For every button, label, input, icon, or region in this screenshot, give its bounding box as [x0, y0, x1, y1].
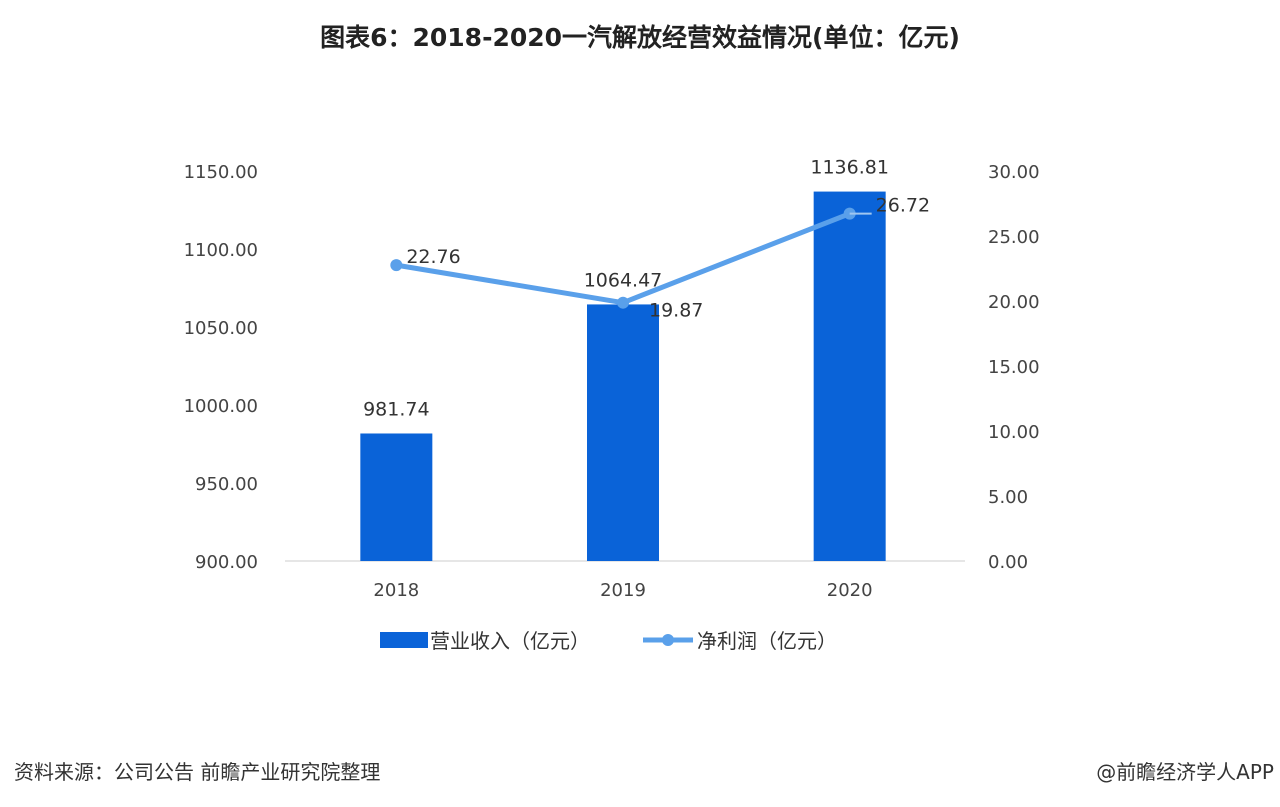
- credit: @前瞻经济学人APP: [1096, 760, 1274, 784]
- right-axis-tick: 25.00: [988, 227, 1040, 248]
- left-axis-tick: 1150.00: [184, 162, 258, 183]
- profit-label: 19.87: [649, 300, 703, 322]
- right-axis-tick: 30.00: [988, 162, 1040, 183]
- right-axis-tick: 20.00: [988, 292, 1040, 313]
- profit-point: [390, 259, 403, 272]
- revenue-bar: [360, 433, 433, 561]
- x-axis-tick: 2020: [827, 580, 873, 601]
- legend-profit: 净利润（亿元）: [697, 629, 837, 653]
- revenue-bar: [813, 191, 886, 561]
- right-axis-tick: 5.00: [988, 487, 1028, 508]
- left-axis-tick: 1100.00: [184, 240, 258, 261]
- x-axis-tick: 2018: [373, 580, 419, 601]
- right-axis-tick: 10.00: [988, 422, 1040, 443]
- revenue-label: 1136.81: [810, 157, 889, 179]
- revenue-label: 981.74: [363, 398, 429, 420]
- profit-label: 22.76: [406, 246, 460, 268]
- right-axis-tick: 15.00: [988, 357, 1040, 378]
- legend-revenue: 营业收入（亿元）: [430, 629, 590, 653]
- left-axis-tick: 900.00: [195, 552, 258, 573]
- profit-point: [617, 296, 629, 309]
- revenue-label: 1064.47: [584, 269, 663, 291]
- revenue-bar: [587, 304, 659, 561]
- chart-title: 图表6：2018-2020一汽解放经营效益情况(单位：亿元): [320, 23, 960, 52]
- x-axis-tick: 2019: [600, 580, 646, 601]
- legend-line-marker: [662, 634, 674, 646]
- left-axis-tick: 1000.00: [184, 396, 258, 417]
- left-axis-tick: 1050.00: [184, 318, 258, 339]
- left-axis-tick: 950.00: [195, 474, 258, 495]
- legend-bar-swatch: [380, 632, 428, 648]
- source-note: 资料来源：公司公告 前瞻产业研究院整理: [14, 760, 381, 784]
- profit-label: 26.72: [876, 195, 930, 217]
- right-axis-tick: 0.00: [988, 552, 1028, 573]
